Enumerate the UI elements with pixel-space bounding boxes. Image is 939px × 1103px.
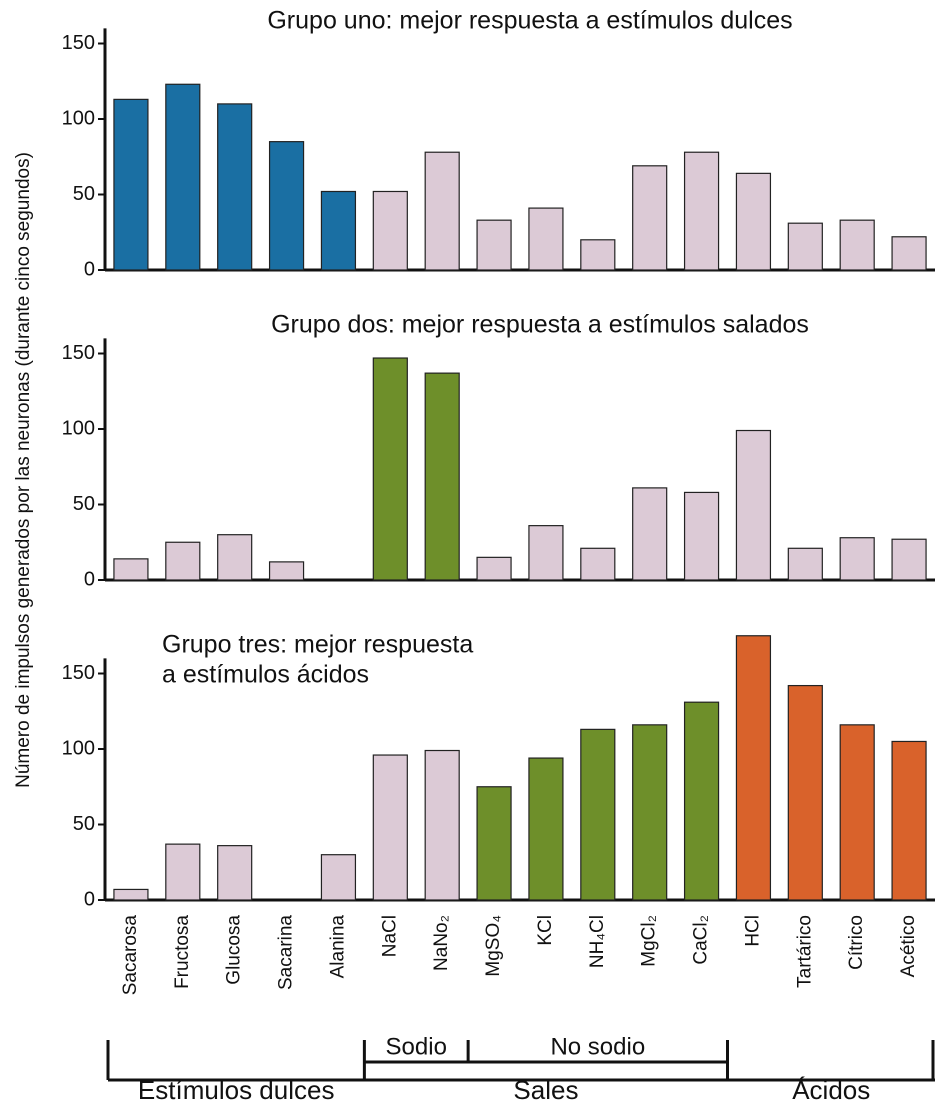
x-tick-label: HCl [742, 915, 763, 947]
x-tick-label: Sacarosa [120, 915, 141, 996]
bar [891, 740, 927, 901]
bar [476, 786, 512, 901]
bar [320, 854, 357, 901]
bar [735, 429, 772, 581]
y-axis-label: Número de impulsos generados por las neu… [13, 152, 34, 788]
y-tick-label: 0 [84, 888, 95, 910]
chart-title: Grupo dos: mejor respuesta a estímulos s… [271, 311, 809, 339]
group-label: Sodio [386, 1033, 447, 1060]
y-tick-label: 50 [73, 813, 95, 835]
bar [839, 219, 875, 271]
bar [476, 219, 512, 271]
bar [735, 635, 772, 901]
bar [217, 103, 253, 271]
y-tick-label: 50 [73, 493, 95, 515]
group-label: Sales [513, 1075, 578, 1103]
bar [476, 556, 512, 581]
bar [165, 541, 201, 581]
y-tick-label: 150 [62, 342, 95, 364]
bar [528, 207, 564, 271]
y-tick-label: 50 [73, 183, 95, 205]
bar [424, 151, 460, 271]
x-tick-label: Acético [898, 915, 919, 977]
bar [787, 547, 823, 581]
bar [372, 357, 408, 581]
x-tick-label: KCl [535, 915, 556, 946]
bar [113, 888, 149, 901]
bar [632, 487, 668, 581]
bar [268, 561, 305, 581]
bar [891, 236, 927, 271]
x-tick-label: Fructosa [172, 915, 193, 989]
chart-title: a estímulos ácidos [162, 661, 369, 689]
group-label: Estímulos dulces [138, 1075, 335, 1103]
x-tick-label: MgSO₄ [483, 915, 504, 977]
bar [580, 239, 616, 271]
y-tick-label: 100 [62, 107, 95, 129]
chart-title: Grupo uno: mejor respuesta a estímulos d… [267, 7, 792, 35]
bar [632, 724, 668, 901]
bar [839, 724, 875, 901]
bar [683, 701, 720, 901]
x-tick-label: Tartárico [794, 915, 815, 988]
y-tick-label: 150 [62, 662, 95, 684]
y-tick-label: 150 [62, 32, 95, 54]
y-tick-label: 100 [62, 737, 95, 759]
bar [683, 491, 720, 581]
bar [165, 83, 201, 271]
bar [683, 151, 720, 271]
bar [320, 190, 357, 271]
bar [268, 141, 305, 271]
bar [372, 754, 408, 901]
x-tick-label: MgCl₂ [639, 915, 660, 967]
y-tick-label: 0 [84, 568, 95, 590]
x-tick-label: NH₄Cl [587, 915, 608, 968]
x-tick-label: Sacarina [276, 915, 297, 990]
bar [217, 534, 253, 581]
bar [113, 98, 149, 271]
bar [839, 537, 875, 581]
bar [113, 558, 149, 581]
bar [632, 165, 668, 271]
bar [735, 172, 772, 271]
bar [580, 547, 616, 581]
bar [528, 525, 564, 581]
bar [217, 845, 253, 901]
bar [165, 843, 201, 901]
bar [424, 749, 460, 901]
x-tick-label: Alanina [327, 915, 348, 979]
x-tick-label: CaCl₂ [691, 915, 712, 965]
bar [787, 684, 823, 901]
bar [424, 372, 460, 581]
bar [891, 538, 927, 581]
x-tick-label: NaCl [379, 915, 400, 957]
x-tick-label: Cítrico [846, 915, 867, 970]
bar [528, 757, 564, 901]
group-label: Ácidos [792, 1075, 870, 1103]
x-tick-label: Glucosa [224, 915, 245, 985]
bar [580, 728, 616, 901]
x-tick-label: NaNo₂ [431, 915, 452, 971]
chart-title: Grupo tres: mejor respuesta [162, 631, 473, 659]
bar [787, 222, 823, 271]
bar [372, 190, 408, 271]
y-tick-label: 0 [84, 258, 95, 280]
group-label: No sodio [550, 1033, 645, 1060]
y-tick-label: 100 [62, 417, 95, 439]
